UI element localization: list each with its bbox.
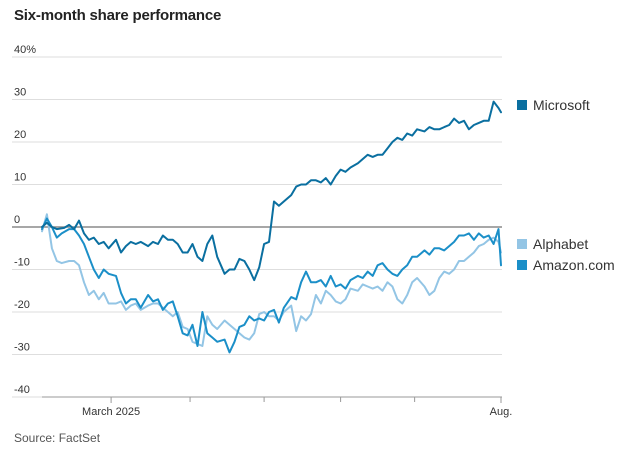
legend: Microsoft Alphabet Amazon.com — [517, 97, 615, 273]
x-axis: March 2025 Aug. — [42, 396, 513, 418]
x-tick-label: March 2025 — [82, 406, 140, 418]
y-tick-label: 20 — [14, 129, 26, 141]
y-tick-label: 0 — [14, 214, 20, 226]
grid — [12, 56, 502, 398]
y-tick-label: -20 — [14, 299, 30, 311]
legend-swatch — [517, 239, 527, 249]
chart-source: Source: FactSet — [14, 431, 101, 445]
series-lines — [41, 100, 502, 354]
x-tick-label: Aug. — [490, 406, 513, 418]
series-line-alphabet — [41, 213, 502, 347]
chart-title: Six-month share performance — [14, 7, 222, 24]
series-line-microsoft — [41, 100, 502, 282]
legend-label: Amazon.com — [533, 257, 615, 273]
legend-swatch — [517, 100, 527, 110]
y-tick-label: 40% — [14, 44, 36, 56]
legend-label: Microsoft — [533, 97, 590, 113]
y-tick-label: 30 — [14, 87, 26, 99]
legend-label: Alphabet — [533, 236, 588, 252]
y-axis-ticks: 40% 30 20 10 0 -10 -20 -30 -40 — [14, 44, 36, 396]
y-tick-label: 10 — [14, 172, 26, 184]
y-tick-label: -40 — [14, 384, 30, 396]
y-tick-label: -30 — [14, 342, 30, 354]
y-tick-label: -10 — [14, 257, 30, 269]
series-line-amazon-com — [41, 217, 502, 354]
legend-swatch — [517, 260, 527, 270]
